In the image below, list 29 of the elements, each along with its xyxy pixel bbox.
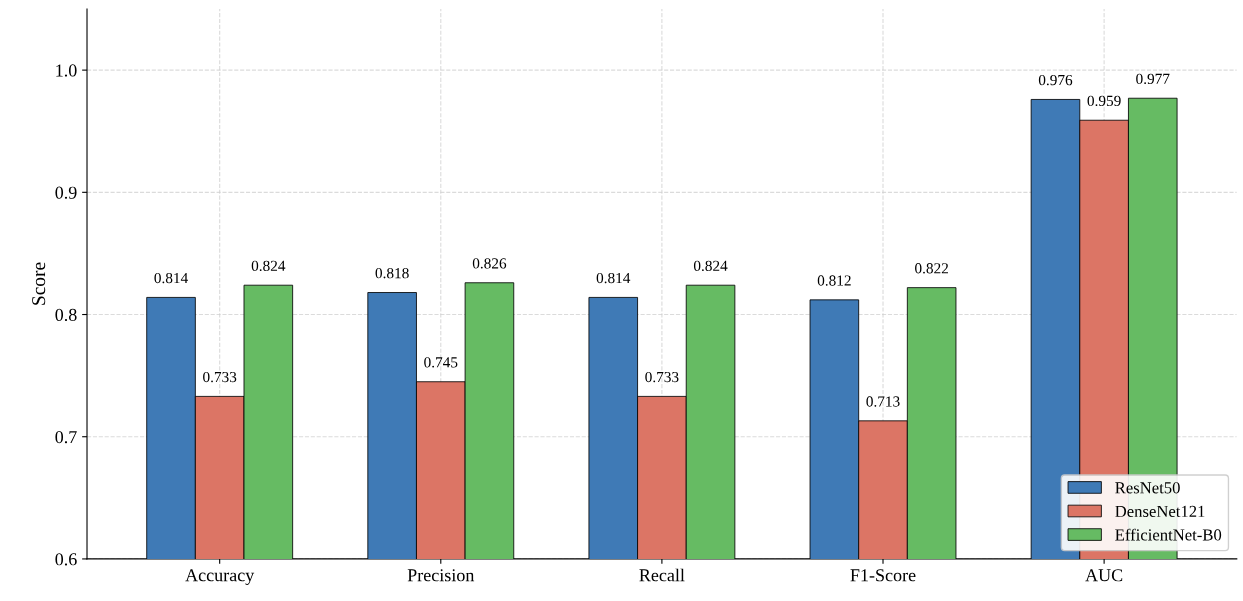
y-tick-label: 0.8 <box>55 308 77 322</box>
data-label: 0.959 <box>1087 95 1121 107</box>
x-tick-label: Recall <box>639 568 685 582</box>
x-tick-label: Accuracy <box>185 569 255 586</box>
data-label: 0.824 <box>251 260 286 272</box>
x-tick-label: Precision <box>407 569 475 582</box>
data-label: 0.814 <box>154 272 188 284</box>
legend-label: ResNet50 <box>1115 482 1180 494</box>
data-label: 0.822 <box>915 263 948 274</box>
data-label: 0.713 <box>866 396 900 407</box>
data-label: 0.818 <box>375 268 409 279</box>
data-label: 0.977 <box>1136 73 1170 85</box>
data-label: 0.976 <box>1038 74 1073 86</box>
y-tick-label: 0.6 <box>55 553 77 566</box>
data-label: 0.733 <box>645 371 679 383</box>
data-label: 0.814 <box>596 272 631 284</box>
data-label: 0.826 <box>472 258 507 269</box>
y-tick-label: 1.0 <box>56 64 77 77</box>
y-tick-label: 0.7 <box>55 430 77 444</box>
data-label: 0.824 <box>693 260 728 272</box>
legend-label: EfficientNet-B0 <box>1115 528 1222 541</box>
x-tick-label: F1-Score <box>850 569 916 582</box>
legend-label: DenseNet121 <box>1115 505 1205 517</box>
y-axis-title: Score <box>32 262 46 305</box>
x-tick-label: AUC <box>1085 569 1123 582</box>
data-label: 0.745 <box>424 357 458 368</box>
data-label: 0.812 <box>817 275 851 286</box>
data-label: 0.733 <box>203 371 237 383</box>
y-tick-label: 0.9 <box>55 186 77 199</box>
